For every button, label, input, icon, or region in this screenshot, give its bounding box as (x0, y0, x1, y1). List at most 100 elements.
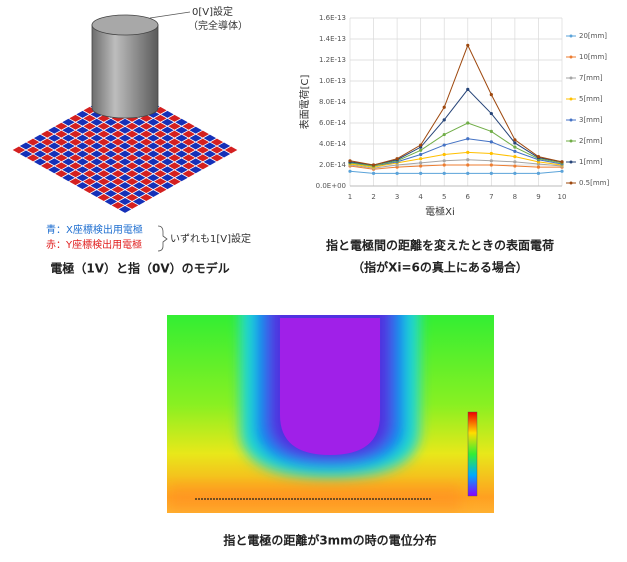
series-line (349, 159, 563, 169)
data-point (371, 171, 376, 175)
electrode (104, 197, 118, 205)
electrode (189, 134, 202, 142)
legend-label: 20[mm] (579, 32, 607, 40)
data-point (513, 145, 517, 149)
electrode (217, 142, 231, 150)
electrode (19, 142, 33, 150)
legend-marker (569, 55, 573, 59)
data-point (489, 140, 493, 144)
electrode (132, 158, 146, 166)
legend-marker (569, 181, 573, 185)
electrode (111, 146, 125, 154)
x-tick-label: 4 (418, 193, 423, 201)
electrode (12, 146, 26, 154)
model-label: （完全導体） (188, 19, 248, 32)
electrode (62, 158, 75, 166)
x-tick-label: 3 (395, 193, 399, 201)
electrode (132, 197, 146, 205)
electrode (147, 182, 160, 190)
electrode (203, 150, 217, 158)
model-label: 0[V]設定 (192, 5, 233, 18)
data-point (419, 157, 423, 161)
y-tick-label: 1.4E-13 (319, 35, 346, 43)
x-axis-title: 電極Xi (425, 205, 455, 218)
map-caption: 指と電極の距離が3mmの時の電位分布 (223, 533, 436, 548)
electrode (118, 197, 132, 205)
data-point (536, 171, 541, 175)
electrode (161, 134, 174, 142)
x-tick-label: 9 (536, 193, 540, 201)
data-point (442, 118, 446, 122)
legend-marker (569, 34, 573, 38)
series-line (349, 122, 563, 167)
electrode (203, 158, 217, 166)
legend-blue: 青：X座標検出用電極 (46, 223, 143, 236)
series-line (349, 88, 563, 166)
data-point (442, 152, 446, 157)
data-point (442, 143, 446, 147)
data-point (536, 165, 541, 169)
electrode (48, 158, 61, 166)
data-point (348, 159, 352, 163)
electrode (147, 142, 160, 150)
series-line (349, 44, 563, 166)
electrode (111, 170, 125, 178)
electrode (118, 158, 132, 166)
data-point (419, 161, 423, 165)
y-tick-label: 1.2E-13 (319, 56, 346, 64)
data-point (419, 164, 423, 168)
data-point (466, 137, 470, 141)
data-point (466, 171, 470, 175)
data-point (489, 129, 493, 133)
series-line (349, 170, 563, 174)
data-point (513, 164, 517, 168)
chart-title: 指と電極間の距離を変えたときの表面電荷 (326, 238, 554, 253)
data-point (513, 149, 517, 153)
y-tick-label: 4.0E-14 (319, 140, 347, 148)
data-point (419, 143, 423, 147)
legend-label: 0.5[mm] (579, 179, 610, 187)
legend-label: 1[mm] (579, 158, 603, 166)
y-axis-title: 表面電荷[C] (298, 75, 311, 130)
data-point (395, 157, 399, 161)
electrode (147, 158, 160, 166)
data-point (513, 160, 517, 164)
electrode (161, 182, 174, 190)
y-tick-label: 0.0E+00 (316, 182, 346, 190)
series-line (349, 164, 562, 170)
x-tick-label: 2 (371, 193, 375, 201)
electrode (104, 134, 118, 142)
data-point (466, 150, 470, 154)
x-tick-label: 8 (513, 193, 517, 201)
electrode (90, 158, 103, 166)
electrode (62, 150, 75, 158)
electrode (161, 158, 174, 166)
electrode (111, 122, 125, 130)
data-point (466, 121, 470, 125)
electrode (55, 146, 68, 154)
series-line (349, 138, 563, 167)
data-point (348, 169, 352, 173)
x-tick-label: 6 (466, 193, 471, 201)
data-point (466, 43, 470, 47)
data-point (489, 111, 493, 116)
data-point (442, 159, 446, 163)
electrode (40, 146, 54, 154)
electrode (97, 194, 111, 202)
model-caption: 電極（1V）と指（0V）のモデル (50, 261, 229, 276)
electrode (83, 122, 96, 130)
electrode (111, 194, 125, 202)
electrode (48, 134, 61, 142)
x-tick-label: 1 (348, 193, 352, 201)
data-point (419, 171, 423, 175)
electrode (118, 205, 132, 213)
y-tick-label: 1.0E-13 (319, 77, 346, 85)
data-point (489, 159, 493, 163)
electrode (55, 122, 68, 130)
legend-marker (569, 76, 573, 80)
finger-cylinder (91, 11, 191, 119)
data-point (419, 148, 423, 152)
electrode (26, 146, 40, 154)
chart-subtitle: （指がXi=6の真上にある場合） (352, 260, 528, 275)
